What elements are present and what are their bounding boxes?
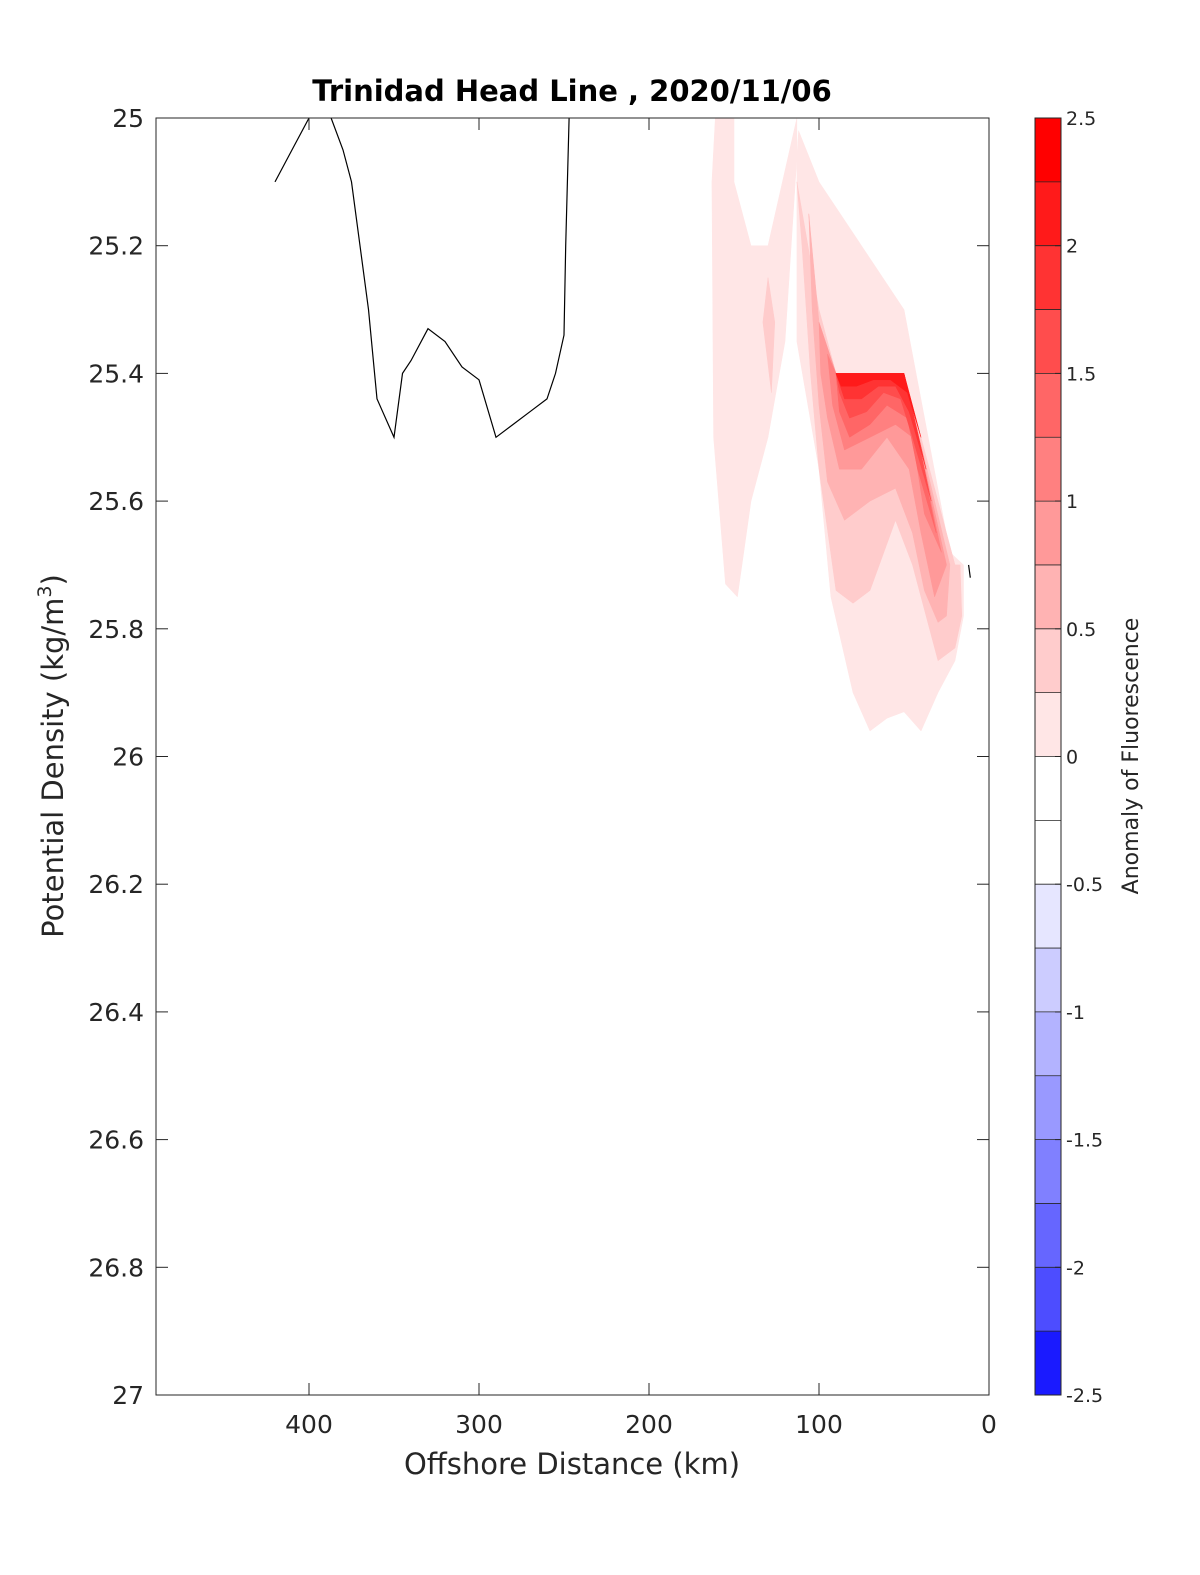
colorbar-bin: [1035, 884, 1061, 949]
colorbar-bin: [1035, 245, 1061, 310]
colorbar-bin: [1035, 820, 1061, 885]
x-axis: 400 300 200 100 0: [285, 118, 997, 1439]
colorbar-tick-label: -1.5: [1066, 1130, 1103, 1152]
y-axis-title: Potential Density (kg/m3): [34, 574, 70, 938]
contour-line-10: [274, 117, 310, 183]
y-tick-label: 26: [112, 743, 144, 772]
y-tick-label: 25.4: [88, 359, 144, 388]
y-tick-label: 27: [112, 1381, 144, 1410]
contour-band-9: [835, 373, 922, 438]
colorbar-bin: [1035, 1331, 1061, 1395]
colorbar-ticks: 2.5 2 1.5 1 0.5 0 -0.5 -1 -1.5 -2 -2.5: [1055, 108, 1103, 1407]
x-tick-label: 400: [285, 1410, 333, 1439]
y-axis: 25 25.2 25.4 25.6 25.8 26 26.2 26.4 26.6 26.8 27: [88, 104, 989, 1410]
y-tick-label: 25.8: [88, 615, 144, 644]
y-tick-label: 26.8: [88, 1253, 144, 1282]
colorbar-tick-label: 1.5: [1066, 363, 1096, 385]
contour-line-11: [330, 117, 570, 440]
colorbar-title: Anomaly of Fluorescence: [1119, 618, 1144, 895]
colorbar-bin: [1035, 1203, 1061, 1268]
colorbar-bin: [1035, 948, 1061, 1012]
colorbar-bin: [1035, 628, 1061, 693]
colorbar-tick-label: -1: [1066, 1002, 1085, 1024]
y-axis-title-main: Potential Density (kg/m: [36, 598, 70, 938]
colorbar-bin: [1035, 373, 1061, 438]
y-tick-label: 26.2: [88, 870, 144, 899]
y-tick-label: 25.6: [88, 487, 144, 516]
colorbar-bin: [1035, 437, 1061, 502]
colorbar-bin: [1035, 118, 1061, 182]
colorbar-tick-label: 2: [1066, 236, 1078, 258]
colorbar-bin: [1035, 1075, 1061, 1140]
x-tick-label: 100: [795, 1410, 843, 1439]
colorbar-tick-label: -2: [1066, 1257, 1085, 1279]
colorbar-tick-label: -2.5: [1066, 1385, 1103, 1407]
contour-line-12: [968, 564, 971, 578]
chart-title: Trinidad Head Line , 2020/11/06: [312, 74, 832, 108]
colorbar-bin: [1035, 309, 1061, 374]
colorbar-tick-label: 1: [1066, 491, 1078, 513]
colorbar-bin: [1035, 756, 1061, 821]
y-axis-title-superscript: 3: [34, 585, 56, 597]
colorbar-tick-label: 0: [1066, 747, 1078, 769]
contour-band-2: [762, 277, 776, 393]
contour-fill-layer: [711, 117, 964, 732]
colorbar-bin: [1035, 1139, 1061, 1204]
x-tick-label: 0: [981, 1410, 997, 1439]
colorbar-bin: [1035, 564, 1061, 629]
y-tick-label: 25: [112, 104, 144, 133]
y-axis-title-suffix: ): [36, 574, 70, 585]
y-tick-label: 25.2: [88, 232, 144, 261]
colorbar-tick-label: 2.5: [1066, 108, 1096, 130]
x-tick-label: 300: [455, 1410, 503, 1439]
x-axis-title: Offshore Distance (km): [404, 1447, 740, 1481]
colorbar-bin: [1035, 692, 1061, 757]
colorbar-bin: [1035, 181, 1061, 246]
colorbar: [1035, 117, 1061, 1396]
y-tick-label: 26.4: [88, 998, 144, 1027]
colorbar-tick-label: 0.5: [1066, 619, 1096, 641]
colorbar-bin: [1035, 501, 1061, 565]
colorbar-bin: [1035, 1011, 1061, 1076]
colorbar-tick-label: -0.5: [1066, 874, 1103, 896]
x-tick-label: 200: [625, 1410, 673, 1439]
contour-line-layer: [274, 117, 971, 578]
y-tick-label: 26.6: [88, 1126, 144, 1155]
colorbar-bin: [1035, 1267, 1061, 1332]
